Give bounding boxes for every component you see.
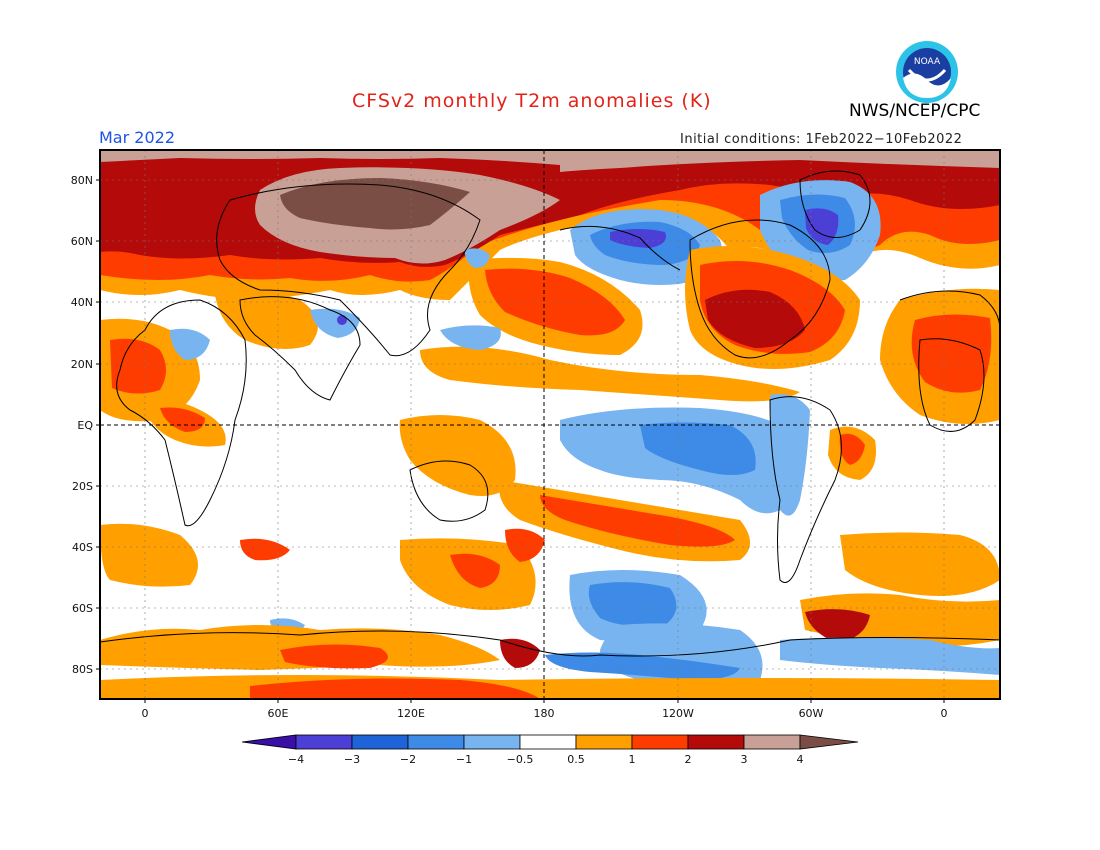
colorbar-labels: −4 −3 −2 −1 −0.5 0.5 1 2 3 4	[288, 753, 804, 766]
initial-conditions: Initial conditions: 1Feb2022−10Feb2022	[680, 132, 963, 147]
longitude-labels: 0 60E 120E 180 120W 60W 0	[142, 707, 948, 720]
lat-label: EQ	[77, 419, 93, 432]
colorbar-label: 1	[629, 753, 636, 766]
lon-label: 120W	[662, 707, 694, 720]
colorbar-label: 4	[797, 753, 804, 766]
lat-label: 60N	[71, 235, 93, 248]
colorbar-arrow-left	[241, 734, 297, 750]
colorbar-label: 3	[741, 753, 748, 766]
lon-label: 120E	[397, 707, 425, 720]
lat-label: 80S	[72, 663, 93, 676]
lon-label: 180	[534, 707, 555, 720]
agency-label: NWS/NCEP/CPC	[849, 101, 981, 121]
colorbar-label: 0.5	[567, 753, 585, 766]
lat-label: 40S	[72, 541, 93, 554]
colorbar-label: −2	[400, 753, 416, 766]
lon-label: 60W	[799, 707, 824, 720]
colorbar-label: 2	[685, 753, 692, 766]
colorbar-label: −1	[456, 753, 472, 766]
lon-label: 0	[142, 707, 149, 720]
lat-label: 60S	[72, 602, 93, 615]
colorbar-cell	[351, 734, 409, 750]
colorbar-cell	[575, 734, 633, 750]
tick-marks	[96, 179, 945, 703]
lon-label: 0	[941, 707, 948, 720]
lat-label: 40N	[71, 296, 93, 309]
colorbar-label: −4	[288, 753, 304, 766]
colorbar-cell	[295, 734, 353, 750]
latitude-labels: 80N 60N 40N 20N EQ 20S 40S 60S 80S	[71, 174, 94, 676]
colorbar-cell	[631, 734, 689, 750]
colorbar-cell	[519, 734, 577, 750]
colorbar-cell	[687, 734, 745, 750]
lat-label: 20N	[71, 358, 93, 371]
lat-label: 80N	[71, 174, 93, 187]
forecast-month: Mar 2022	[99, 128, 175, 147]
lon-label: 60E	[268, 707, 289, 720]
graticule	[100, 150, 1000, 699]
lat-label: 20S	[72, 480, 93, 493]
colorbar-label: −0.5	[507, 753, 534, 766]
colorbar-cell	[463, 734, 521, 750]
coastlines	[100, 170, 1000, 657]
colorbar-arrow-right	[799, 734, 859, 750]
map-field	[100, 150, 1000, 699]
colorbar-cell	[407, 734, 465, 750]
noaa-logo-text: NOAA	[914, 57, 941, 67]
map-title: CFSv2 monthly T2m anomalies (K)	[352, 90, 712, 112]
colorbar-cell	[743, 734, 801, 750]
colorbar-label: −3	[344, 753, 360, 766]
noaa-logo: NOAA	[896, 41, 958, 103]
colorbar	[241, 734, 859, 750]
